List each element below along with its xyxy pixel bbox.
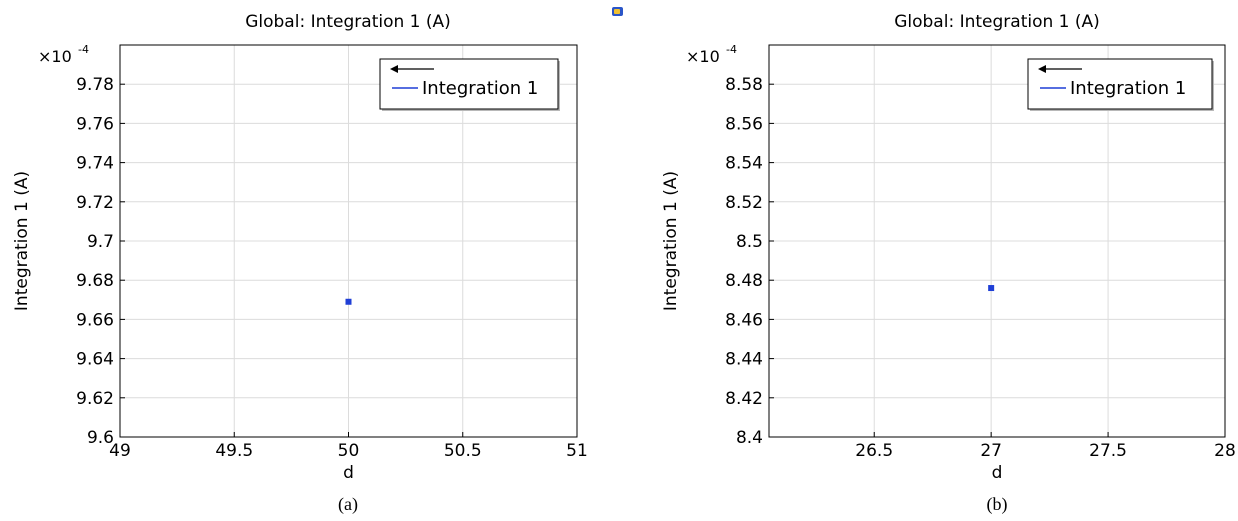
y-axis-multiplier-exponent: -4: [726, 43, 737, 56]
chart-panel-2: 26.5 27 27.5 28 8.4 8.42 8.44 8.46 8.48 8.5 8.52 8.…: [661, 12, 1236, 515]
chart-title: Global: Integration 1 (A): [894, 12, 1100, 32]
legend-box: [1027, 58, 1213, 110]
y-axis-label: Integration 1 (A): [661, 171, 681, 311]
y-tick-label: 8.48: [725, 271, 763, 291]
x-tick-label: 50: [338, 441, 360, 461]
legend: Integration 1: [379, 58, 560, 111]
y-axis-multiplier-exponent: -4: [78, 43, 89, 56]
x-tick-label: 50.5: [444, 441, 482, 461]
x-tick-label: 27.5: [1089, 441, 1127, 461]
legend-label: Integration 1: [422, 78, 538, 99]
y-tick-label: 9.64: [76, 350, 114, 370]
y-axis-multiplier: ×10: [686, 47, 720, 66]
x-tick-label: 49: [109, 441, 131, 461]
y-axis-multiplier: ×10: [38, 47, 72, 66]
y-tick-label: 8.54: [725, 154, 763, 174]
legend-box: [379, 58, 559, 110]
small-app-icon: [612, 7, 623, 16]
figure-caption: (a): [338, 494, 358, 515]
y-tick-label: 9.74: [76, 154, 114, 174]
y-tick-label: 8.58: [725, 75, 763, 95]
legend: Integration 1: [1027, 58, 1214, 111]
x-axis-label: d: [992, 463, 1003, 483]
y-tick-label: 8.44: [725, 350, 763, 370]
y-tick-label: 9.62: [76, 389, 114, 409]
data-point: [988, 285, 995, 292]
legend-label: Integration 1: [1070, 78, 1186, 99]
x-tick-label: 26.5: [855, 441, 893, 461]
x-tick-label: 49.5: [215, 441, 253, 461]
y-tick-label: 9.72: [76, 193, 114, 213]
y-tick-label: 9.66: [76, 310, 114, 330]
x-tick-label: 27: [980, 441, 1002, 461]
data-point: [345, 298, 352, 305]
y-tick-label: 8.46: [725, 310, 763, 330]
x-tick-label: 51: [566, 441, 588, 461]
x-axis-label: d: [343, 463, 354, 483]
arrow-left-icon: [1038, 65, 1046, 73]
y-tick-label: 8.5: [736, 232, 763, 252]
y-tick-label: 9.68: [76, 271, 114, 291]
arrow-left-icon: [390, 65, 398, 73]
y-tick-label: 9.76: [76, 114, 114, 134]
figure-caption: (b): [987, 494, 1008, 515]
y-tick-label: 8.4: [736, 428, 763, 448]
y-tick-label: 8.42: [725, 389, 763, 409]
y-tick-label: 9.7: [87, 232, 114, 252]
x-tick-label: 28: [1214, 441, 1236, 461]
chart-title: Global: Integration 1 (A): [245, 12, 451, 32]
y-axis-label: Integration 1 (A): [12, 171, 32, 311]
chart-panel-1: 49 49.5 50 50.5 51 9.6 9.62 9.64 9.66 9.68 9.7 9.72…: [12, 12, 588, 515]
y-tick-label: 9.6: [87, 428, 114, 448]
y-tick-label: 9.78: [76, 75, 114, 95]
y-tick-label: 8.56: [725, 114, 763, 134]
y-tick-label: 8.52: [725, 193, 763, 213]
